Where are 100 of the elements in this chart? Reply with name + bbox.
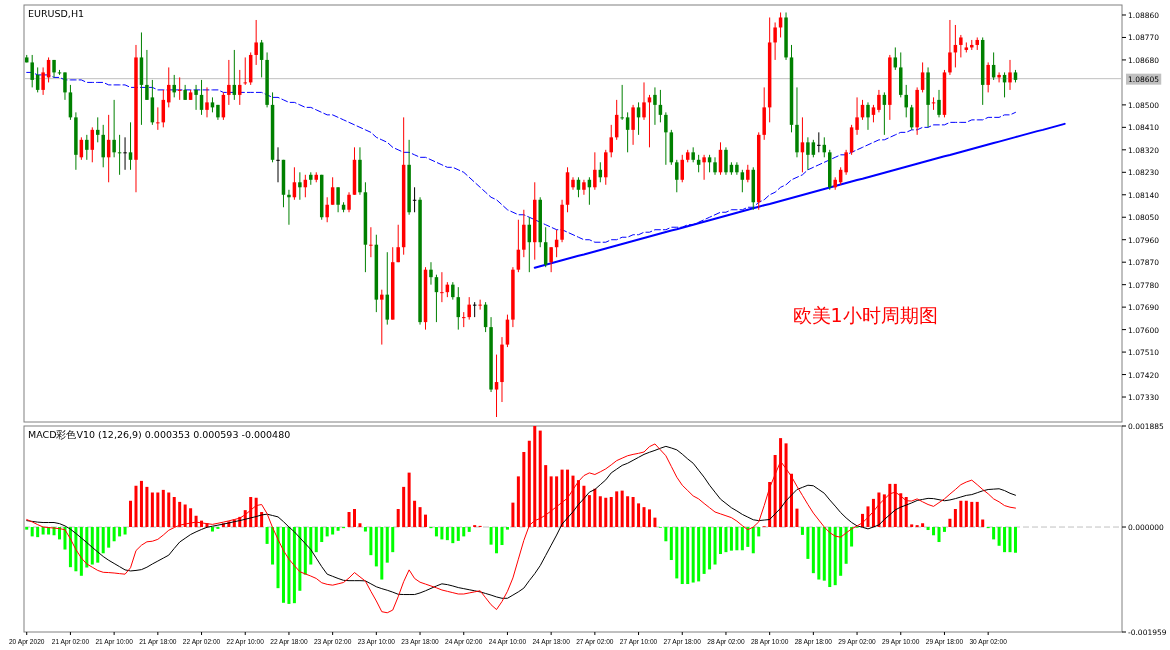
candlestick — [205, 86, 209, 118]
candlestick — [369, 226, 373, 258]
bar — [1013, 527, 1017, 553]
candlestick — [724, 146, 728, 176]
bar — [609, 497, 613, 528]
bar — [697, 527, 701, 582]
candlestick — [817, 131, 821, 153]
bar — [746, 527, 750, 547]
chart-title: MACD彩色V10 (12,26,9) 0.000353 0.000593 -0.000480 — [28, 429, 291, 440]
bar — [96, 527, 100, 563]
bar — [882, 494, 886, 528]
chart-title: EURUSD,H1 — [28, 8, 85, 19]
bar — [757, 527, 761, 537]
bar — [260, 512, 264, 528]
bar — [292, 527, 296, 604]
bar — [544, 465, 548, 528]
candlestick — [702, 154, 706, 181]
bar — [850, 527, 854, 547]
bar — [691, 527, 695, 583]
bar — [893, 483, 897, 528]
bar — [134, 485, 138, 528]
candlestick — [653, 86, 657, 126]
bar — [178, 501, 182, 528]
candlestick — [298, 171, 302, 201]
bar — [664, 527, 668, 542]
bar — [844, 527, 848, 564]
bar — [489, 527, 493, 545]
bar — [724, 527, 728, 553]
candlestick — [396, 224, 400, 263]
bar — [899, 493, 903, 528]
bar — [462, 527, 466, 537]
bar — [631, 497, 635, 528]
bar — [418, 507, 422, 528]
candlestick — [549, 246, 553, 273]
bar — [358, 523, 362, 528]
bar — [593, 488, 597, 528]
bar — [637, 503, 641, 528]
candlestick — [582, 179, 586, 196]
candlestick — [675, 159, 679, 193]
bar — [303, 527, 307, 575]
bar — [287, 527, 291, 604]
candlestick — [478, 299, 482, 311]
bar — [511, 502, 515, 528]
bar — [63, 527, 67, 550]
candlestick — [30, 54, 34, 88]
bar — [505, 527, 509, 530]
bar — [107, 527, 111, 548]
bar — [309, 527, 313, 565]
bar — [866, 506, 870, 528]
candlestick — [642, 81, 646, 121]
bar — [959, 500, 963, 528]
bar — [937, 527, 941, 543]
bar — [904, 497, 908, 528]
bar — [380, 527, 384, 580]
bar — [374, 527, 378, 567]
bar — [997, 527, 1001, 546]
candlestick — [593, 151, 597, 191]
bar — [150, 492, 154, 528]
bar — [571, 475, 575, 528]
bar — [718, 527, 722, 555]
bar — [735, 527, 739, 551]
bar — [407, 472, 411, 528]
candlestick — [347, 191, 351, 213]
bar — [265, 527, 269, 544]
bar — [560, 469, 564, 528]
bar — [740, 527, 744, 551]
candlestick — [194, 84, 198, 111]
bar — [271, 527, 275, 565]
candlestick — [462, 311, 466, 328]
bar — [604, 497, 608, 528]
candlestick — [931, 96, 936, 111]
bar — [888, 483, 892, 528]
bar — [369, 527, 373, 556]
bar — [1008, 527, 1012, 553]
bar — [85, 527, 89, 568]
bar — [336, 527, 340, 531]
candlestick — [904, 84, 908, 118]
bar — [555, 476, 559, 528]
bar — [566, 469, 570, 528]
bar — [708, 527, 712, 570]
candlestick — [948, 19, 952, 76]
candlestick — [866, 101, 870, 131]
bar — [992, 527, 996, 540]
bar — [500, 527, 504, 546]
bar — [41, 527, 45, 535]
candlestick — [773, 21, 777, 61]
bar — [183, 504, 187, 528]
bar — [347, 512, 351, 528]
bar — [118, 527, 122, 537]
candlestick — [467, 296, 471, 321]
bar — [276, 527, 280, 589]
bar — [1003, 527, 1007, 553]
bar — [123, 527, 127, 535]
bar — [101, 527, 105, 554]
bar — [440, 527, 444, 540]
bar — [811, 527, 815, 574]
bar — [189, 508, 193, 528]
bar — [434, 527, 438, 537]
bar — [424, 514, 428, 528]
bar — [352, 509, 356, 528]
